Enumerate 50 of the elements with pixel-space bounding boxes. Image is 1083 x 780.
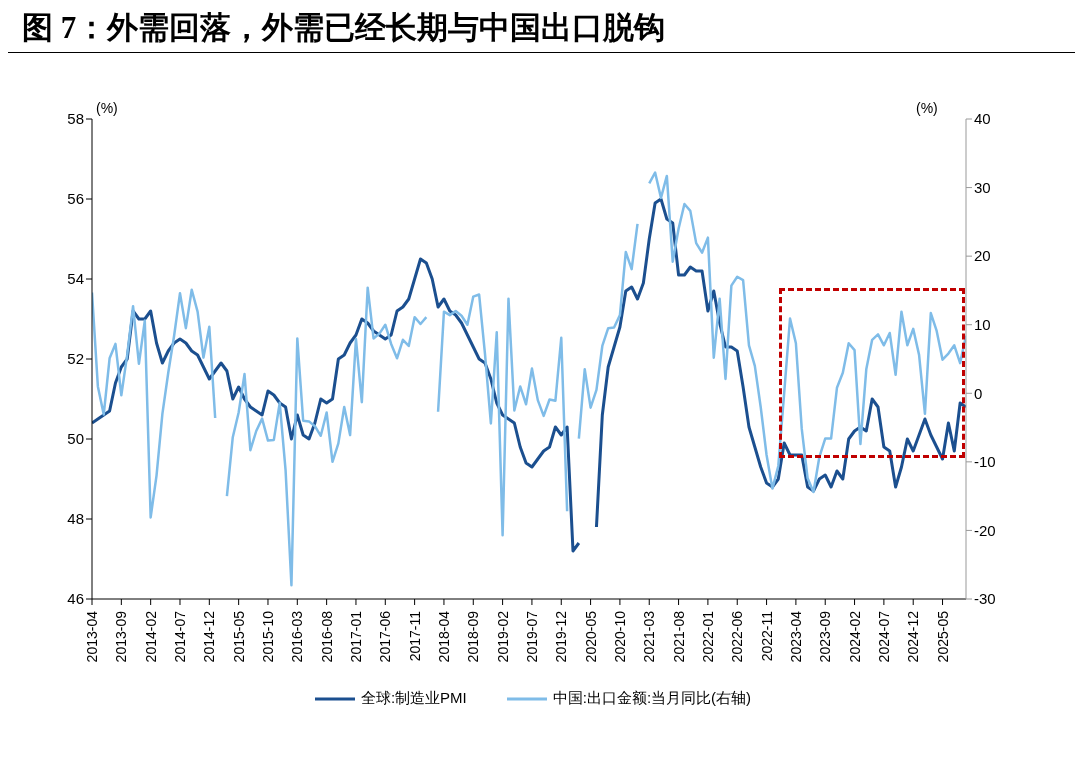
- x-tick-label: 2014-07: [171, 610, 188, 663]
- y2-tick-label: 10: [974, 316, 991, 334]
- x-tick-label: 2013-09: [113, 610, 130, 663]
- y-tick-label: 58: [67, 110, 84, 128]
- x-tick-label: 2017-01: [347, 610, 364, 663]
- x-tick-label: 2022-01: [699, 610, 716, 663]
- x-tick-label: 2019-02: [494, 610, 511, 663]
- x-tick-label: 2014-02: [142, 610, 159, 663]
- x-tick-label: 2025-05: [934, 610, 951, 663]
- y-tick-label: 56: [67, 190, 84, 208]
- x-tick-label: 2023-04: [787, 610, 804, 663]
- y2-axis-title: (%): [916, 100, 938, 116]
- x-tick-label: 2018-04: [435, 610, 452, 663]
- x-tick-label: 2024-12: [905, 610, 922, 663]
- x-tick-label: 2013-04: [84, 610, 100, 663]
- x-tick-label: 2016-03: [289, 610, 306, 663]
- legend-label: 全球:制造业PMI: [360, 689, 467, 708]
- x-tick-label: 2020-10: [611, 610, 628, 663]
- y2-tick-label: -20: [974, 521, 996, 539]
- x-tick-label: 2015-10: [259, 610, 276, 663]
- x-tick-label: 2020-05: [582, 610, 599, 663]
- legend-label: 中国:出口金额:当月同比(右轴): [552, 689, 752, 708]
- x-tick-label: 2021-03: [641, 610, 658, 663]
- x-tick-label: 2024-07: [875, 610, 892, 663]
- y-tick-label: 48: [67, 510, 84, 528]
- x-tick-label: 2015-05: [230, 610, 247, 663]
- x-tick-label: 2019-12: [553, 610, 570, 663]
- chart-title: 图 7：外需回落，外需已经长期与中国出口脱钩: [8, 8, 1075, 53]
- y2-tick-label: 40: [974, 110, 991, 128]
- y2-tick-label: 0: [974, 384, 983, 402]
- x-tick-label: 2017-11: [406, 610, 423, 662]
- x-tick-label: 2023-09: [817, 610, 834, 663]
- x-tick-label: 2022-11: [758, 610, 775, 662]
- x-tick-label: 2024-02: [846, 610, 863, 663]
- y-axis-title: (%): [96, 100, 118, 116]
- x-tick-label: 2017-06: [377, 610, 394, 663]
- x-tick-label: 2019-07: [523, 610, 540, 663]
- x-tick-label: 2018-09: [465, 610, 482, 663]
- x-tick-label: 2022-06: [729, 610, 746, 663]
- y-tick-label: 50: [67, 430, 84, 448]
- x-tick-label: 2016-08: [318, 610, 335, 663]
- y-tick-label: 54: [67, 270, 84, 288]
- x-tick-label: 2014-12: [201, 610, 218, 663]
- y2-tick-label: -30: [974, 590, 996, 608]
- y2-tick-label: 30: [974, 178, 991, 196]
- y2-tick-label: 20: [974, 247, 991, 265]
- x-tick-label: 2021-08: [670, 610, 687, 663]
- y2-tick-label: -10: [974, 453, 996, 471]
- y-tick-label: 46: [67, 590, 84, 608]
- y-tick-label: 52: [67, 350, 84, 368]
